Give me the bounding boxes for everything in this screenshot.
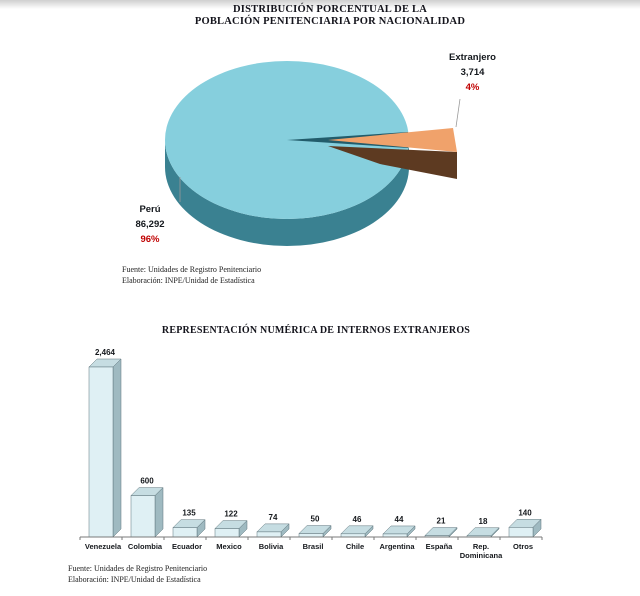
bar-side-face xyxy=(112,358,122,538)
bar-source-line1: Fuente: Unidades de Registro Penitenciar… xyxy=(68,564,208,573)
bar-chart-graphic: 2,464 Venezuela 600 Colombia 135 Ecuador 122 Me… xyxy=(70,344,570,569)
bar-column-6: 46 Chile xyxy=(340,515,374,551)
bar-value-label: 140 xyxy=(518,508,532,517)
bar-side-face xyxy=(154,487,164,538)
pie-source-line2: Elaboración: INPE/Unidad de Estadística xyxy=(122,276,255,285)
pie-source-note: Fuente: Unidades de Registro Penitenciar… xyxy=(122,264,261,286)
bar-source-line2: Elaboración: INPE/Unidad de Estadística xyxy=(68,575,201,584)
pie-chart-graphic xyxy=(165,61,461,246)
bar-column-7: 44 Argentina xyxy=(379,515,416,551)
bar-front-face xyxy=(130,495,156,538)
bar-column-2: 135 Ecuador xyxy=(172,509,206,551)
bar-chart-svg: 2,464 Venezuela 600 Colombia 135 Ecuador 122 Me… xyxy=(79,348,543,560)
bar-category-label: Otros xyxy=(513,542,533,551)
bar-front-face xyxy=(214,528,240,538)
bar-value-label: 46 xyxy=(353,515,362,524)
bar-top-face xyxy=(466,527,500,537)
bar-category-label: Ecuador xyxy=(172,542,202,551)
bar-column-8: 21 España xyxy=(424,517,458,551)
bar-category-label: Bolivia xyxy=(259,542,284,551)
bar-column-3: 122 Mexico xyxy=(214,510,248,551)
bar-front-face xyxy=(172,527,198,538)
bar-category-label: España xyxy=(426,542,454,551)
bar-value-label: 21 xyxy=(437,517,446,526)
bar-front-face xyxy=(298,533,324,538)
bar-front-face xyxy=(88,366,114,538)
bar-value-label: 2,464 xyxy=(95,348,116,357)
bar-source-note: Fuente: Unidades de Registro Penitenciar… xyxy=(68,563,207,585)
bar-category-label: Venezuela xyxy=(85,542,122,551)
pie-slice-extranjero-side xyxy=(328,146,457,179)
bar-top-face xyxy=(424,527,458,536)
bar-category-label: Argentina xyxy=(379,542,415,551)
pie-label-extranjero: Extranjero 3,714 4% xyxy=(425,50,520,95)
pie-chart-title-line2: POBLACIÓN PENITENCIARIA POR NACIONALIDAD xyxy=(194,16,466,27)
bar-column-4: 74 Bolivia xyxy=(256,513,290,551)
pie-slice-peru-side xyxy=(165,140,409,246)
bar-category-label: Brasil xyxy=(303,542,324,551)
bar-value-label: 122 xyxy=(224,510,238,519)
peru-name: Perú xyxy=(139,204,161,215)
bar-column-1: 600 Colombia xyxy=(128,477,164,551)
bar-value-label: 18 xyxy=(479,517,488,526)
bar-value-label: 74 xyxy=(269,513,278,522)
bar-column-0: 2,464 Venezuela xyxy=(85,348,122,551)
bar-category-label: Rep. Dominicana xyxy=(460,542,503,560)
pie-source-line1: Fuente: Unidades de Registro Penitenciar… xyxy=(122,265,262,274)
pie-label-peru: Perú 86,292 96% xyxy=(110,202,190,247)
bar-chart-title: REPRESENTACIÓN NUMÉRICA DE INTERNOS EXTR… xyxy=(161,325,471,336)
bar-category-label: Chile xyxy=(346,542,364,551)
pie-slice-extranjero-top xyxy=(328,128,457,152)
peru-percent: 96% xyxy=(140,234,160,245)
extranjero-value: 3,714 xyxy=(460,67,485,78)
bar-front-face xyxy=(256,531,282,538)
extranjero-name: Extranjero xyxy=(449,52,496,63)
bar-category-label: Colombia xyxy=(128,542,163,551)
peru-value: 86,292 xyxy=(135,219,165,230)
extranjero-percent: 4% xyxy=(465,82,480,93)
bar-column-5: 50 Brasil xyxy=(298,515,332,551)
bar-column-9: 18 Rep. Dominicana xyxy=(460,517,503,560)
pie-chart-title-line1: DISTRIBUCIÓN PORCENTUAL DE LA xyxy=(233,4,427,15)
bar-value-label: 50 xyxy=(311,515,320,524)
bar-front-face xyxy=(508,527,534,538)
pie-chart-title: DISTRIBUCIÓN PORCENTUAL DE LA POBLACIÓN … xyxy=(160,4,500,28)
leader-line-extranjero xyxy=(455,98,461,128)
bar-column-10: 140 Otros xyxy=(508,508,542,551)
bar-value-label: 44 xyxy=(395,515,404,524)
bar-value-label: 135 xyxy=(182,509,196,518)
bar-value-label: 600 xyxy=(140,477,154,486)
bar-category-label: Mexico xyxy=(216,542,242,551)
page-top-edge xyxy=(0,0,640,9)
